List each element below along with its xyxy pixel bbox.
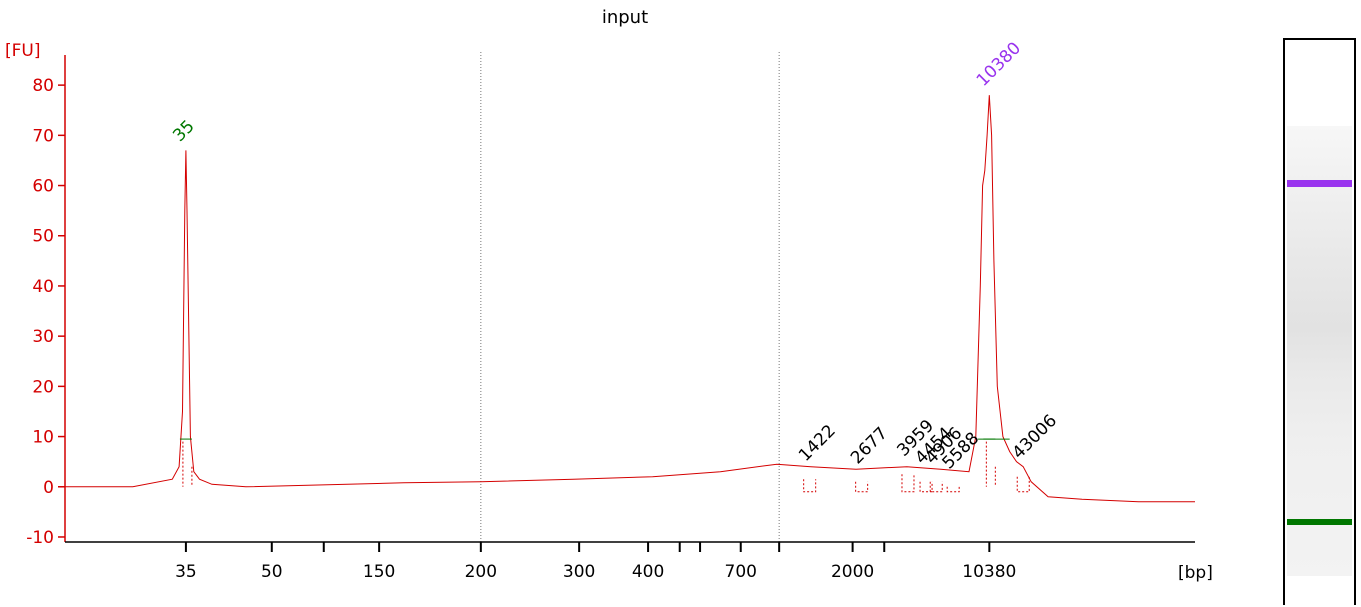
- y-tick-label: 40: [32, 277, 54, 297]
- y-tick-label: -10: [26, 528, 54, 548]
- peak-label: 2677: [847, 423, 892, 468]
- y-tick-label: 30: [32, 327, 54, 347]
- chart-title: input: [602, 7, 648, 28]
- peak-label: 1422: [795, 421, 840, 466]
- marker-baseline: [985, 441, 996, 487]
- x-tick-label: 400: [632, 562, 664, 582]
- lower-marker-band: [1287, 519, 1352, 525]
- y-tick-label: 10: [32, 428, 54, 448]
- upper-marker-band: [1287, 180, 1352, 187]
- x-tick-label: 700: [725, 562, 757, 582]
- y-tick-label: 50: [32, 227, 54, 247]
- y-axis-label: [FU]: [5, 41, 41, 61]
- x-axis: 35 50 150 200 300 400 700 2000 10380: [65, 541, 1195, 582]
- gel-lane: [1283, 38, 1356, 605]
- y-tick-label: 70: [32, 126, 54, 146]
- x-tick-label: 150: [363, 562, 395, 582]
- trace-layer: [65, 95, 1195, 503]
- electropherogram-chart: input -10 0 10 20 30 40 50 60 70 80 35 50 150 200 300…: [5, 7, 1213, 583]
- x-tick-label: 35: [175, 562, 197, 582]
- grid-lines: [480, 52, 780, 542]
- marker-baseline: [182, 441, 193, 487]
- y-tick-label: 0: [43, 478, 54, 498]
- y-axis: -10 0 10 20 30 40 50 60 70 80: [26, 55, 66, 548]
- x-tick-label: 10380: [962, 562, 1016, 582]
- x-tick-label: 50: [261, 562, 283, 582]
- marker-peak-label: 10380: [973, 38, 1025, 90]
- y-tick-label: 80: [32, 76, 54, 96]
- integration-region: [803, 474, 1030, 493]
- x-tick-label: 200: [465, 562, 497, 582]
- y-tick-label: 20: [32, 377, 54, 397]
- x-axis-label: [bp]: [1178, 563, 1213, 583]
- x-tick-label: 2000: [831, 562, 874, 582]
- x-tick-label: 300: [563, 562, 595, 582]
- marker-peak-label: 35: [169, 116, 198, 145]
- peak-label: 43006: [1009, 411, 1061, 463]
- y-tick-label: 60: [32, 177, 54, 197]
- gel-smear: [1287, 126, 1352, 576]
- trace-line: [65, 95, 1195, 503]
